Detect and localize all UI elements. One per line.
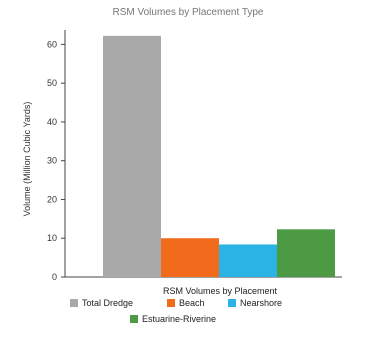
chart-title: RSM Volumes by Placement Type <box>113 7 264 18</box>
y-axis-label: Volume (Million Cubic Yards) <box>22 102 32 217</box>
bar-beach <box>161 238 219 277</box>
bar-estuarine-riverine <box>277 229 335 277</box>
y-tick-label: 60 <box>47 39 57 49</box>
y-axis-ticks: 0 10 20 30 40 50 60 <box>47 39 65 282</box>
legend-label: Total Dredge <box>82 298 133 308</box>
legend-label: Nearshore <box>240 298 282 308</box>
bars-group <box>103 35 335 278</box>
legend-swatch <box>130 315 138 323</box>
y-tick-label: 10 <box>47 233 57 243</box>
legend-label: Estuarine-Riverine <box>142 314 216 324</box>
legend-swatch <box>228 299 236 307</box>
y-tick-label: 20 <box>47 194 57 204</box>
legend-label: Beach <box>179 298 205 308</box>
y-tick-label: 50 <box>47 78 57 88</box>
x-axis-label: RSM Volumes by Placement <box>163 286 278 296</box>
legend: Total Dredge Beach Nearshore Estuarine-Rive… <box>70 298 282 324</box>
bar-nearshore <box>219 244 277 277</box>
y-tick-label: 0 <box>52 272 57 282</box>
y-tick-label: 30 <box>47 156 57 166</box>
y-tick-label: 40 <box>47 117 57 127</box>
bar-total-dredge <box>103 35 161 278</box>
legend-swatch <box>167 299 175 307</box>
legend-swatch <box>70 299 78 307</box>
